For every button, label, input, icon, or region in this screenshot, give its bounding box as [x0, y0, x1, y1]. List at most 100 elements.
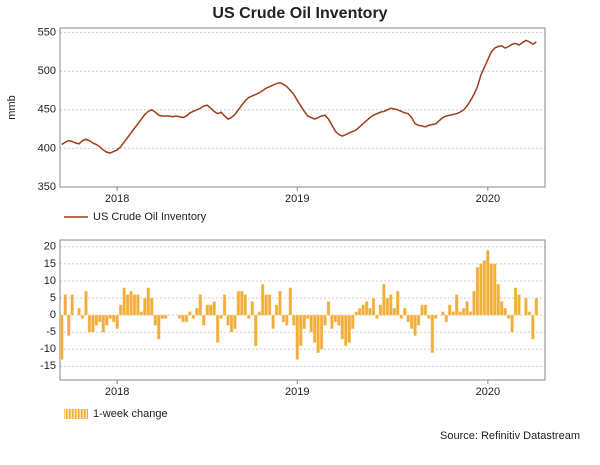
bar	[409, 314, 414, 329]
bar	[468, 311, 473, 316]
bar	[150, 297, 154, 316]
x-tick-label: 2019	[285, 193, 309, 205]
y-tick-label: 20	[44, 241, 56, 253]
bar	[160, 314, 164, 319]
y-axis-label: mmb	[6, 95, 18, 119]
bar	[146, 287, 150, 316]
bar	[129, 291, 133, 316]
y-tick-label: 10	[44, 275, 56, 287]
bar	[285, 314, 289, 326]
bar	[371, 297, 376, 316]
y-tick-label: -5	[46, 326, 56, 338]
bar	[261, 284, 265, 316]
y-tick-label: -10	[40, 343, 56, 355]
bar	[503, 308, 507, 316]
bar	[292, 314, 296, 326]
x-tick-label: 2018	[105, 193, 129, 205]
bar	[479, 263, 483, 316]
bar	[115, 314, 119, 329]
bar	[132, 294, 137, 316]
bar	[493, 263, 497, 316]
bar	[188, 311, 192, 316]
y-tick-label: 550	[38, 27, 56, 39]
bar	[389, 294, 393, 316]
bar	[361, 304, 365, 316]
bar	[184, 314, 189, 323]
bar	[496, 284, 500, 316]
line	[61, 39, 537, 154]
bar	[70, 294, 74, 316]
source: Source: Refinitiv Datastream	[440, 430, 580, 442]
x-tick-label: 2020	[476, 193, 500, 205]
bar	[84, 291, 88, 316]
bar	[212, 301, 216, 316]
bar	[139, 311, 144, 316]
bar	[257, 311, 261, 316]
bar	[202, 314, 206, 326]
legend-label: US Crude Oil Inventory	[93, 211, 207, 223]
plot-frame	[59, 27, 546, 188]
bar	[375, 314, 379, 319]
bar	[413, 314, 417, 336]
bar	[209, 304, 213, 316]
bar	[344, 314, 348, 347]
bar	[60, 314, 64, 360]
bar	[364, 301, 369, 316]
bar	[302, 314, 306, 329]
bar	[205, 304, 209, 316]
bar	[531, 314, 535, 340]
bar	[125, 294, 130, 316]
bar	[226, 314, 230, 326]
y-tick-label: 15	[44, 258, 56, 270]
bar	[243, 294, 247, 316]
bar	[319, 314, 324, 350]
bar	[416, 314, 421, 326]
x-tick-label: 2020	[476, 386, 500, 398]
bar	[112, 314, 116, 323]
bar	[91, 314, 95, 333]
bar	[378, 304, 383, 316]
bar	[153, 314, 157, 326]
bar	[475, 267, 480, 316]
bar	[157, 314, 161, 340]
bar	[118, 304, 123, 316]
y-tick-label: 450	[38, 104, 56, 116]
y-tick-label: 350	[38, 181, 56, 193]
bar	[271, 314, 275, 329]
y-tick-label: 500	[38, 65, 56, 77]
bar	[236, 291, 241, 316]
bar	[309, 314, 313, 333]
bar	[455, 294, 459, 316]
bar	[333, 314, 338, 323]
bar	[427, 314, 431, 319]
bar	[306, 314, 310, 319]
bar	[534, 297, 538, 316]
bar	[299, 314, 303, 347]
bar	[461, 308, 466, 316]
bar	[215, 314, 220, 343]
bar	[229, 314, 234, 333]
bar	[423, 304, 428, 316]
bar	[122, 287, 126, 316]
bar	[368, 308, 372, 316]
bar	[312, 314, 317, 343]
bar	[316, 314, 320, 353]
bar	[358, 308, 362, 316]
bar	[177, 314, 182, 319]
bar	[323, 314, 327, 326]
bar	[330, 314, 334, 329]
bar	[80, 314, 85, 319]
bar	[108, 314, 112, 319]
bar	[274, 304, 279, 316]
bar	[434, 314, 438, 319]
legend-swatch	[64, 409, 88, 419]
bar	[240, 291, 244, 316]
y-tick-label: 0	[50, 309, 56, 321]
bar	[354, 311, 358, 316]
legend-label: 1-week change	[93, 408, 168, 420]
bar	[489, 263, 493, 316]
bar	[195, 308, 199, 316]
bar	[458, 311, 462, 316]
bar	[267, 294, 272, 316]
bar	[278, 291, 282, 316]
